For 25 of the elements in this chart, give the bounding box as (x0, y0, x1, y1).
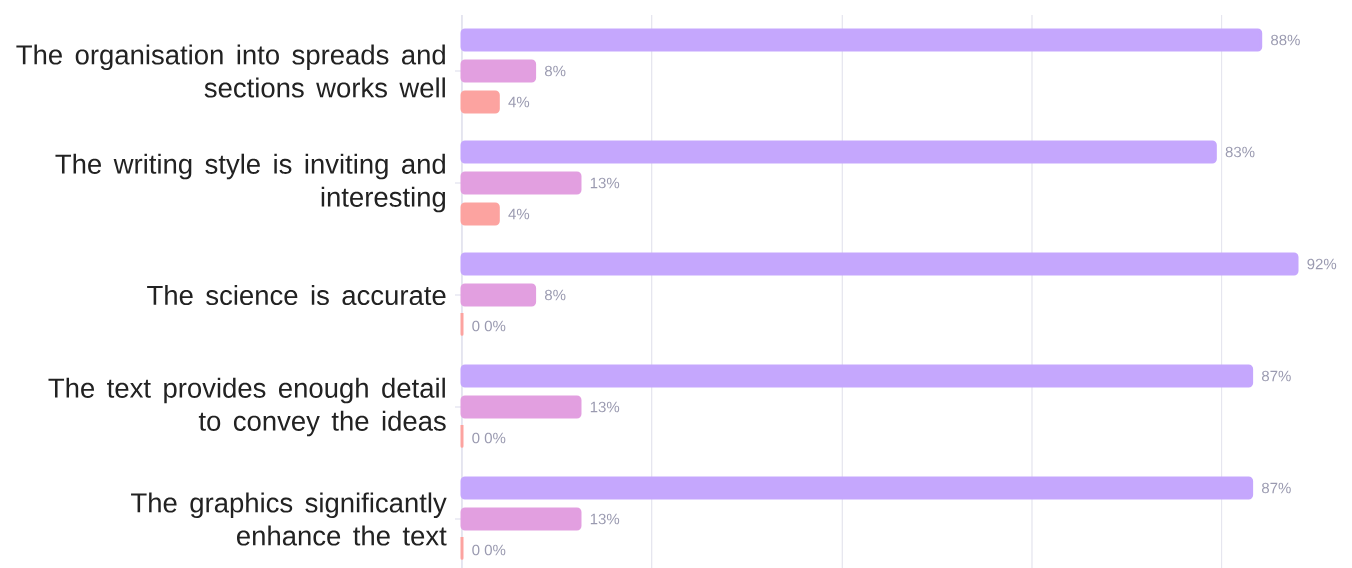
data-label: 87% (1261, 370, 1291, 382)
data-label: 0 0% (472, 544, 506, 556)
data-label: 0 0% (472, 320, 506, 332)
data-label: 8% (544, 289, 566, 301)
data-label: 92% (1307, 258, 1337, 270)
data-label: 13% (590, 513, 620, 525)
bar (460, 252, 1299, 276)
bar (460, 140, 1217, 164)
y-tick-label: The graphics significantly enhance the text (131, 492, 447, 546)
data-label: 83% (1225, 146, 1255, 158)
data-label: 87% (1261, 482, 1291, 494)
data-label: 0 0% (472, 432, 506, 444)
y-tick-label: The science is accurate (147, 284, 446, 306)
y-tick-label: The text provides enough detail to convey the ideas (48, 377, 446, 437)
y-tick-label: The organisation into spreads and sections works well (16, 44, 445, 98)
bar (460, 28, 1263, 52)
data-label: 4% (508, 96, 530, 108)
y-tick-label: The writing style is inviting and interesting (55, 153, 445, 213)
data-label: 13% (590, 401, 620, 413)
bar (460, 364, 1254, 388)
bar (460, 476, 1254, 500)
data-label: 88% (1271, 34, 1300, 46)
data-label: 13% (590, 177, 620, 189)
data-label: 8% (544, 65, 566, 77)
data-label: 4% (508, 208, 530, 220)
